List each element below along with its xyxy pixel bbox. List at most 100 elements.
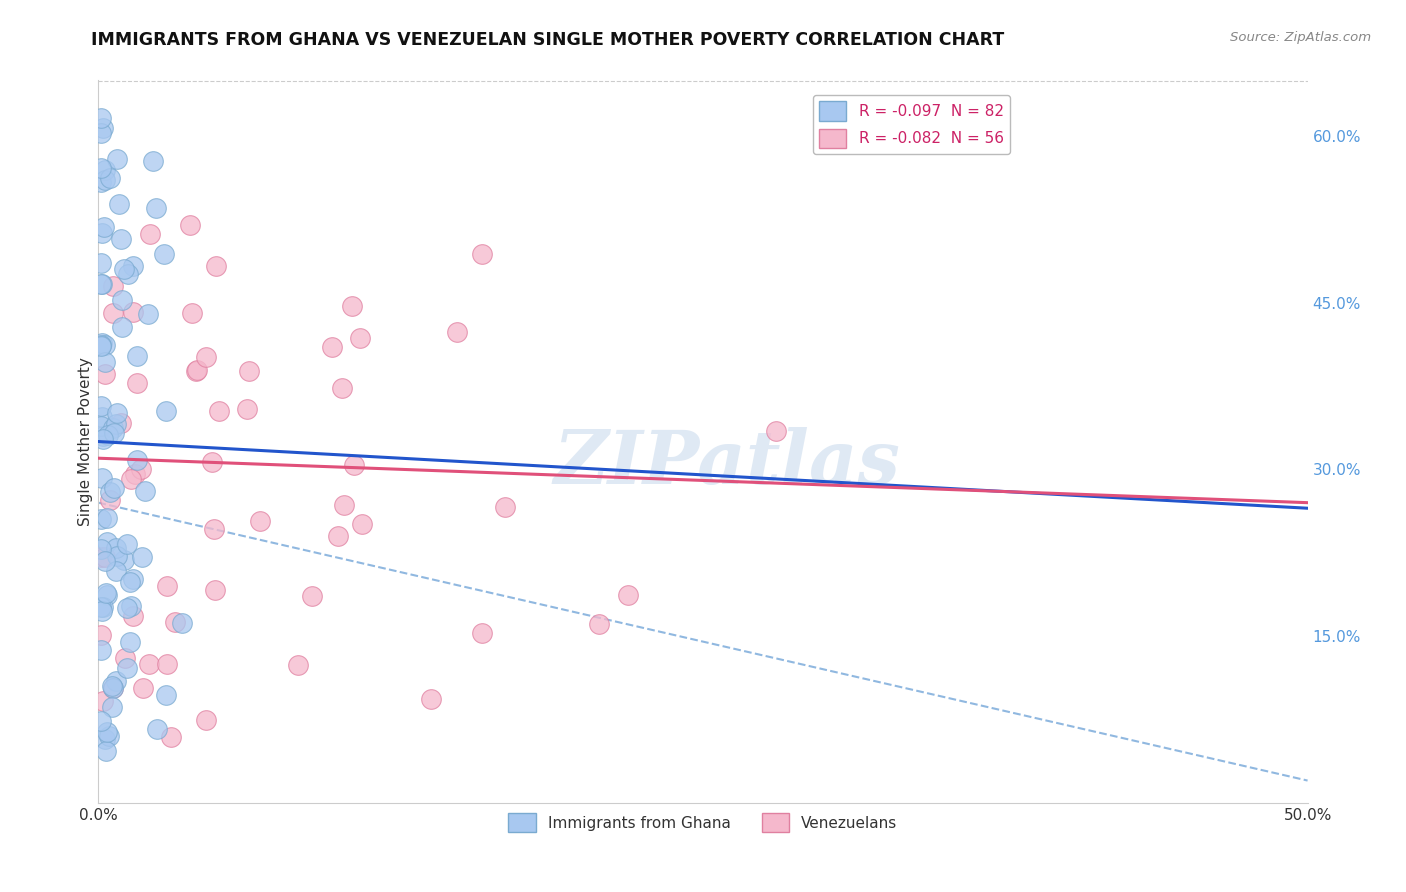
Point (131, 550, 153, 565)
Point (90, 277, 112, 292)
Point (94, 337, 117, 351)
Point (165, 615, 187, 629)
Point (91, 410, 114, 425)
Point (90, 541, 112, 556)
Point (97, 428, 120, 442)
Point (136, 307, 159, 321)
Point (103, 481, 125, 495)
Point (124, 467, 146, 481)
Point (181, 306, 204, 320)
Point (195, 350, 218, 364)
Point (235, 401, 257, 416)
Point (446, 325, 468, 339)
Point (326, 529, 349, 543)
Point (105, 541, 128, 556)
Point (90, 175, 112, 189)
Point (105, 673, 128, 688)
Point (93, 220, 115, 235)
Point (352, 516, 374, 531)
Point (349, 331, 371, 345)
Point (98, 729, 121, 743)
Point (101, 700, 124, 714)
Point (142, 153, 165, 168)
Text: IMMIGRANTS FROM GHANA VS VENEZUELAN SINGLE MOTHER POVERTY CORRELATION CHART: IMMIGRANTS FROM GHANA VS VENEZUELAN SING… (91, 31, 1005, 49)
Point (91, 429, 114, 443)
Point (186, 363, 208, 377)
Point (94, 731, 117, 746)
Point (90, 338, 112, 352)
Point (90, 628, 112, 642)
Point (90, 512, 112, 526)
Point (90, 126, 112, 140)
Point (90, 714, 112, 728)
Point (90, 161, 112, 175)
Point (103, 426, 125, 441)
Point (96, 535, 118, 549)
Point (90, 550, 112, 565)
Point (204, 582, 226, 597)
Point (160, 730, 183, 744)
Text: ZIPatlas: ZIPatlas (554, 427, 901, 500)
Point (111, 319, 134, 334)
Point (98, 484, 121, 499)
Point (114, 651, 136, 665)
Point (333, 498, 356, 512)
Point (201, 455, 224, 469)
Point (112, 262, 135, 277)
Point (132, 681, 155, 696)
Point (208, 404, 231, 418)
Point (94, 743, 117, 757)
Point (145, 722, 167, 736)
Point (90, 642, 112, 657)
Point (125, 349, 148, 363)
Point (117, 268, 139, 282)
Point (101, 279, 124, 293)
Point (122, 259, 145, 273)
Point (121, 472, 143, 486)
Point (93, 550, 115, 565)
Point (330, 381, 353, 395)
Y-axis label: Single Mother Poverty: Single Mother Poverty (77, 357, 93, 526)
Point (115, 661, 138, 675)
Point (172, 615, 194, 630)
Point (471, 247, 494, 261)
Point (91, 471, 114, 485)
Point (91, 604, 114, 618)
Point (93, 554, 115, 568)
Point (90, 339, 112, 353)
Point (115, 601, 138, 615)
Point (127, 452, 149, 467)
Point (110, 416, 132, 430)
Point (111, 293, 134, 307)
Point (98, 492, 121, 507)
Text: Source: ZipAtlas.com: Source: ZipAtlas.com (1230, 31, 1371, 45)
Point (90, 418, 112, 433)
Point (184, 364, 207, 378)
Point (204, 260, 226, 274)
Point (105, 549, 128, 563)
Point (120, 599, 142, 614)
Point (120, 635, 142, 649)
Point (101, 421, 124, 435)
Point (98, 171, 121, 186)
Point (138, 227, 160, 241)
Point (105, 406, 128, 420)
Point (129, 462, 152, 476)
Point (152, 246, 174, 260)
Point (122, 305, 145, 319)
Point (134, 484, 156, 499)
Point (91, 599, 114, 614)
Point (249, 515, 271, 529)
Point (340, 299, 363, 313)
Point (96, 511, 118, 525)
Point (301, 589, 323, 603)
Point (588, 617, 610, 632)
Point (90, 112, 112, 126)
Point (91, 226, 114, 240)
Point (195, 714, 218, 728)
Point (616, 589, 638, 603)
Point (155, 403, 177, 417)
Point (90, 599, 112, 614)
Point (156, 579, 179, 593)
Point (156, 657, 179, 671)
